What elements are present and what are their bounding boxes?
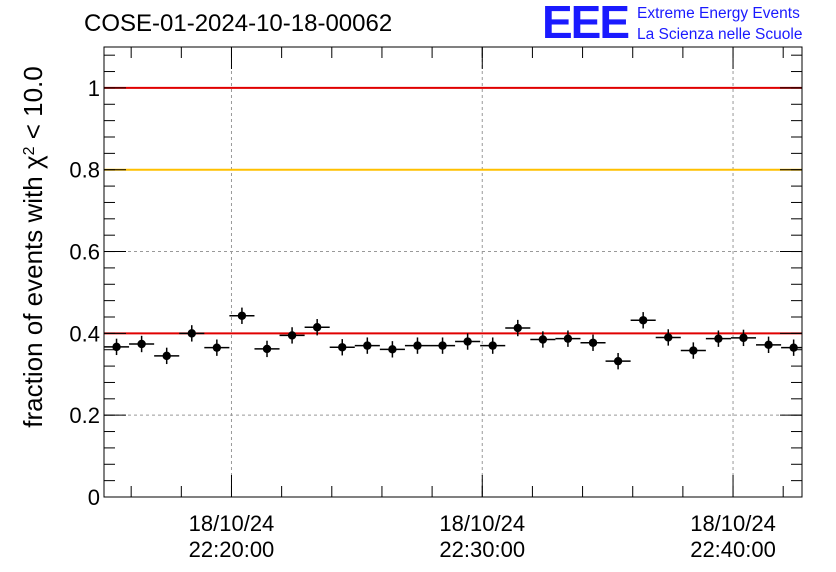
data-point	[129, 335, 155, 353]
data-marker	[262, 344, 272, 354]
data-point	[204, 339, 230, 356]
data-marker	[112, 342, 121, 352]
y-tick-label: 0.4	[69, 321, 100, 346]
logo-text-line1: Extreme Energy Events	[637, 5, 800, 22]
data-point	[179, 325, 205, 342]
data-marker	[714, 334, 723, 343]
data-point	[104, 338, 130, 356]
y-tick-label: 0.6	[69, 240, 100, 265]
data-marker	[312, 323, 322, 332]
data-marker	[137, 339, 146, 349]
data-point	[630, 312, 656, 329]
data-marker	[789, 343, 798, 352]
x-tick-label-date: 18/10/24	[690, 511, 776, 536]
axes: 00.20.40.60.8118/10/2422:20:0018/10/2422…	[69, 47, 802, 562]
data-marker	[363, 341, 372, 350]
data-marker	[388, 345, 397, 354]
reference-lines	[104, 86, 802, 335]
data-marker	[638, 316, 648, 325]
data-point	[404, 337, 431, 354]
data-point	[680, 342, 706, 359]
data-marker	[739, 333, 748, 343]
data-point	[354, 337, 380, 354]
data-point	[480, 337, 506, 354]
data-point	[505, 319, 531, 337]
data-point	[304, 319, 330, 336]
chart-title: COSE-01-2024-10-18-00062	[84, 10, 393, 37]
data-marker	[438, 341, 447, 350]
data-marker	[237, 311, 247, 320]
data-points	[104, 307, 802, 370]
y-tick-label: 0.2	[69, 403, 100, 428]
data-marker	[338, 343, 347, 352]
eee-logo: EEE Extreme Energy Events La Scienza nel…	[540, 0, 830, 48]
data-point	[781, 339, 802, 356]
data-point	[455, 333, 481, 350]
data-marker	[613, 356, 623, 366]
data-marker	[513, 323, 522, 333]
data-marker	[563, 334, 573, 343]
data-marker	[287, 331, 297, 340]
data-marker	[413, 341, 422, 350]
data-point	[605, 353, 631, 370]
grid-lines	[104, 47, 802, 497]
x-tick-label-time: 22:40:00	[690, 537, 776, 562]
data-point	[705, 330, 731, 347]
y-tick-label: 0	[88, 485, 100, 510]
data-marker	[764, 340, 773, 350]
data-point	[279, 327, 305, 344]
data-point	[756, 336, 782, 353]
y-axis-label: fraction of events with χ2 < 10.0	[18, 66, 48, 427]
data-marker	[488, 341, 497, 350]
eee-logo-mark: EEE	[542, 0, 630, 48]
y-tick-label: 1	[88, 76, 100, 101]
data-point	[430, 337, 456, 354]
data-point	[530, 331, 556, 348]
plot-frame	[103, 46, 803, 498]
data-point	[730, 329, 757, 347]
data-point	[655, 329, 681, 346]
x-tick-label-date: 18/10/24	[189, 511, 275, 536]
data-point	[329, 339, 355, 356]
data-marker	[187, 329, 196, 338]
data-marker	[588, 338, 598, 347]
data-marker	[689, 346, 698, 355]
logo-text-line2: La Scienza nelle Scuole	[637, 26, 803, 43]
data-marker	[212, 343, 222, 352]
x-tick-label-time: 22:30:00	[439, 537, 525, 562]
data-point	[229, 307, 255, 324]
data-point	[379, 341, 405, 358]
data-marker	[162, 351, 171, 361]
data-point	[154, 347, 180, 365]
data-point	[555, 330, 581, 347]
data-marker	[538, 335, 548, 344]
x-tick-label-date: 18/10/24	[439, 511, 525, 536]
x-tick-label-time: 22:20:00	[189, 537, 275, 562]
data-point	[580, 334, 606, 351]
data-marker	[463, 337, 472, 346]
data-point	[254, 340, 280, 358]
y-tick-label: 0.8	[69, 158, 100, 183]
data-marker	[664, 333, 673, 342]
